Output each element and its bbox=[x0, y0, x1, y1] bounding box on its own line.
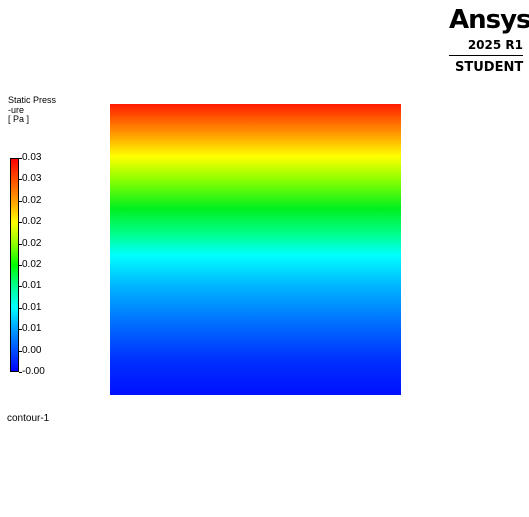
color-bar bbox=[10, 158, 19, 372]
color-bar-tick-label: 0.02 bbox=[18, 194, 42, 206]
color-bar-tick-label: 0.02 bbox=[18, 237, 42, 249]
color-bar-tick-label: 0.01 bbox=[18, 301, 42, 313]
color-bar-tick-label: 0.01 bbox=[18, 323, 42, 335]
color-bar-tick-label: 0.01 bbox=[18, 280, 42, 292]
color-bar-tick-label: 0.02 bbox=[18, 216, 42, 228]
ansys-logo: Ansys 2025 R1 STUDENT bbox=[449, 5, 529, 75]
color-bar-tick-label: 0.02 bbox=[18, 259, 42, 270]
legend-title: Static Press -ure [ Pa ] bbox=[8, 95, 57, 124]
brand-version: 2025 R1 bbox=[467, 38, 523, 52]
color-bar-tick-label: 0.03 bbox=[18, 173, 42, 185]
color-bar-tick-label: -0.00 bbox=[19, 366, 45, 377]
pressure-contour-plot[interactable] bbox=[110, 104, 401, 395]
brand-divider bbox=[449, 55, 523, 56]
brand-name: Ansys bbox=[449, 5, 529, 35]
color-bar-tick-label: 0.00 bbox=[18, 344, 42, 356]
color-bar-tick-label: 0.03 bbox=[18, 152, 42, 163]
contour-name-label: contour-1 bbox=[7, 413, 50, 424]
brand-edition: STUDENT bbox=[455, 60, 524, 75]
